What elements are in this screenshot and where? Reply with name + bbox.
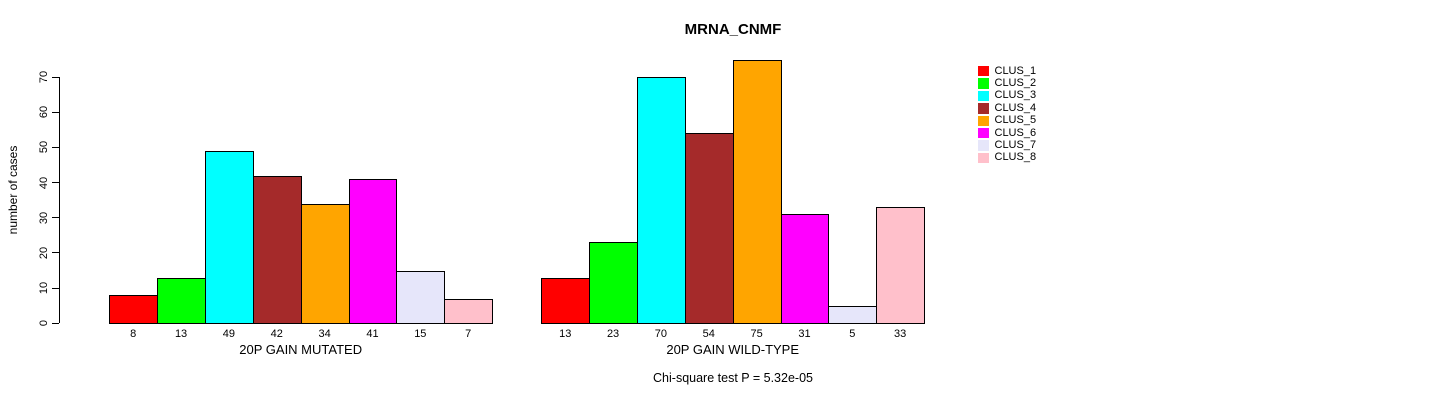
bar-clus_7: [396, 270, 446, 325]
bar-value-label: 13: [174, 328, 188, 340]
y-axis-tick-label: 0: [38, 320, 50, 327]
bar-value-label: 13: [559, 328, 572, 340]
legend-swatch: [978, 90, 989, 102]
bar-value-label: 31: [798, 328, 811, 340]
legend-item: CLUS_8: [978, 152, 1036, 164]
y-axis-tick-label: 50: [38, 141, 50, 154]
bar-value-label: 75: [750, 328, 763, 340]
bar-clus_6: [780, 214, 830, 325]
legend-label: CLUS_3: [994, 89, 1037, 102]
legend-label: CLUS_7: [994, 139, 1037, 152]
y-axis-tick: [52, 322, 59, 324]
bar-value-label: 8: [130, 328, 137, 340]
bar-value-label: 15: [414, 328, 427, 340]
bar-clus_8: [444, 298, 494, 325]
bar-clus_1: [541, 277, 591, 325]
bar-clus_6: [348, 179, 398, 325]
y-axis-tick-label: 60: [38, 106, 50, 119]
legend-label: CLUS_6: [994, 126, 1037, 139]
y-axis-line: [59, 77, 60, 324]
y-axis-tick: [52, 182, 59, 184]
legend-swatch: [978, 65, 989, 77]
legend-swatch: [978, 115, 989, 127]
legend-item: CLUS_7: [978, 139, 1036, 151]
y-axis-title: number of cases: [6, 145, 20, 235]
bar-clus_3: [205, 150, 254, 325]
bar-value-label: 5: [849, 328, 856, 340]
bar-clus_2: [589, 242, 638, 325]
y-axis-tick: [52, 287, 59, 289]
y-axis-tick: [52, 252, 59, 254]
bar-value-label: 54: [702, 328, 715, 340]
x-group-label: 20P GAIN WILD-TYPE: [666, 342, 800, 357]
legend-label: CLUS_5: [994, 114, 1037, 127]
y-axis-tick: [52, 76, 59, 78]
legend-swatch: [978, 103, 989, 114]
y-axis-tick-label: 10: [38, 282, 50, 295]
legend-swatch: [978, 140, 989, 151]
legend-item: CLUS_2: [978, 77, 1036, 89]
bar-clus_1: [109, 295, 159, 325]
bar-value-label: 70: [654, 328, 668, 340]
x-group-label: 20P GAIN MUTATED: [239, 342, 363, 357]
legend-swatch: [978, 127, 989, 139]
bar-value-label: 33: [894, 328, 907, 340]
bar-value-label: 41: [366, 328, 379, 340]
bar-clus_7: [828, 305, 878, 325]
legend-label: CLUS_2: [994, 77, 1037, 90]
legend-swatch: [978, 152, 989, 164]
legend-item: CLUS_5: [978, 115, 1036, 127]
bar-clus_2: [157, 277, 206, 325]
legend-item: CLUS_1: [978, 65, 1036, 77]
bar-value-label: 34: [318, 328, 331, 340]
bar-value-label: 23: [606, 328, 620, 340]
bar-value-label: 42: [270, 328, 283, 340]
legend-label: CLUS_8: [994, 151, 1037, 164]
y-axis-tick-label: 20: [38, 246, 50, 260]
bar-value-label: 49: [222, 328, 236, 340]
legend-item: CLUS_4: [978, 102, 1036, 114]
bar-clus_8: [876, 207, 926, 325]
legend-item: CLUS_3: [978, 90, 1036, 102]
y-axis-tick: [52, 111, 59, 113]
y-axis-tick: [52, 146, 59, 148]
bar-clus_4: [684, 133, 734, 325]
y-axis-tick-label: 40: [38, 176, 50, 189]
bar-clus_5: [732, 59, 782, 325]
legend-swatch: [978, 78, 989, 89]
bar-clus_5: [300, 203, 350, 325]
legend-label: CLUS_1: [994, 64, 1037, 77]
legend-item: CLUS_6: [978, 127, 1036, 139]
y-axis-tick-label: 70: [38, 70, 50, 84]
y-axis-tick: [52, 217, 59, 219]
bar-clus_3: [637, 77, 686, 325]
legend-label: CLUS_4: [994, 101, 1037, 114]
bar-value-label: 7: [465, 328, 472, 340]
chi-square-annotation: Chi-square test P = 5.32e-05: [653, 371, 813, 385]
bar-clus_4: [252, 175, 302, 325]
chart-title: MRNA_CNMF: [684, 21, 782, 38]
y-axis-tick-label: 30: [38, 211, 50, 224]
